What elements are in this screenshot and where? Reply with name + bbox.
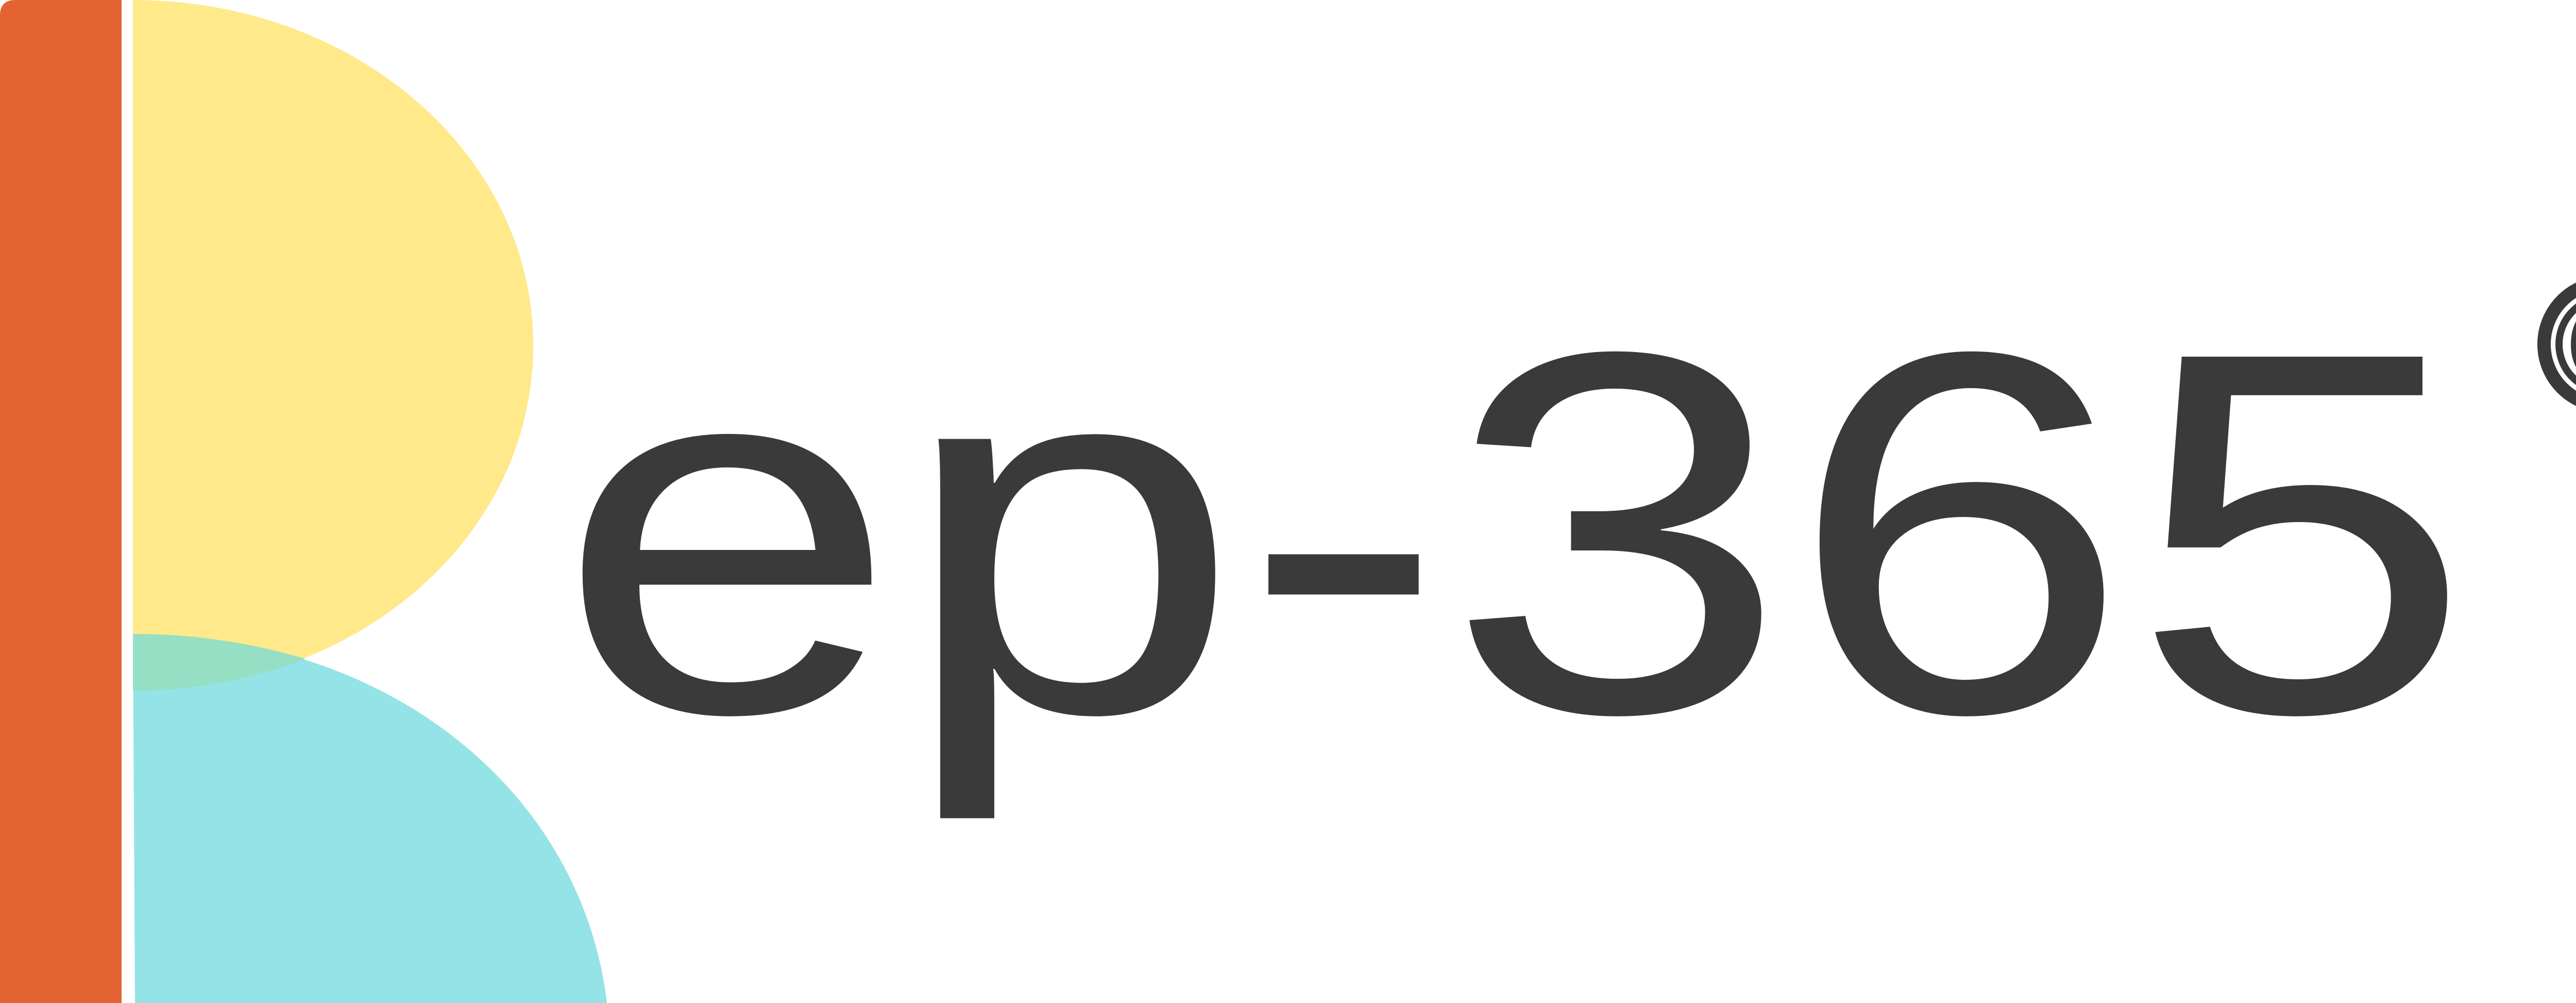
logo-r-stem	[0, 0, 122, 1003]
copyright-icon	[2537, 282, 2576, 406]
wordmark-text: ep-365	[556, 245, 2473, 824]
copyright-icon-inner	[2555, 304, 2576, 385]
logo-r-overlap	[133, 634, 305, 691]
logo-r-bowl	[133, 0, 533, 691]
logo-r-leg	[133, 634, 607, 1003]
